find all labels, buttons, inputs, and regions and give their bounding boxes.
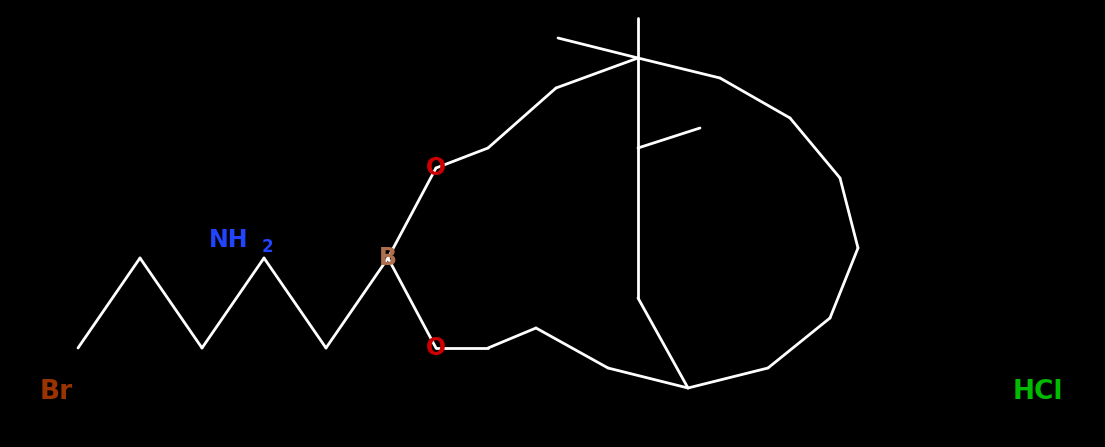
Text: O: O bbox=[425, 336, 446, 360]
Text: 2: 2 bbox=[262, 238, 274, 256]
Text: B: B bbox=[379, 246, 397, 270]
Text: Br: Br bbox=[40, 379, 73, 405]
Text: O: O bbox=[425, 156, 446, 180]
Text: HCl: HCl bbox=[1012, 379, 1063, 405]
Text: NH: NH bbox=[209, 228, 248, 252]
